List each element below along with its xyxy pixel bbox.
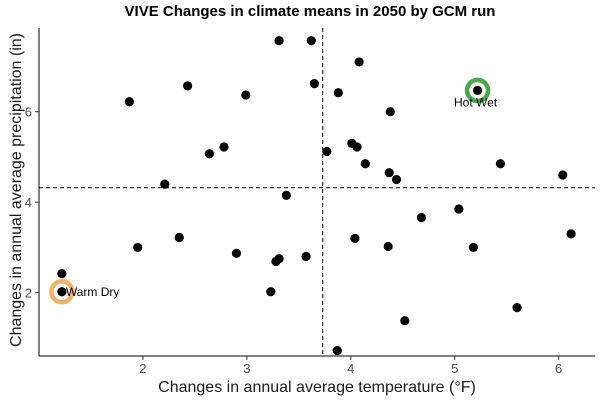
- data-point: [322, 146, 332, 157]
- data-point: [352, 142, 362, 152]
- data-point: [219, 142, 229, 152]
- data-point: [241, 90, 251, 100]
- data-point: [383, 241, 393, 252]
- data-point: [566, 229, 576, 239]
- data-point: [266, 287, 276, 297]
- data-point: [360, 159, 370, 169]
- data-point: [124, 97, 135, 107]
- data-point: [384, 168, 394, 178]
- y-tick-label: 4: [25, 195, 32, 210]
- data-point: [495, 159, 506, 169]
- x-tick-label: 6: [555, 361, 562, 376]
- data-point: [385, 107, 395, 117]
- y-axis-label: Changes in annual average precipitation …: [8, 33, 25, 347]
- data-point: [160, 179, 170, 189]
- data-point: [274, 254, 284, 264]
- x-tick-label: 2: [139, 361, 146, 376]
- data-point: [204, 149, 215, 159]
- data-point: [391, 174, 402, 185]
- data-point: [558, 170, 568, 180]
- data-point: [183, 81, 193, 91]
- y-ticks: 2 4 6: [25, 105, 39, 301]
- data-point: [306, 36, 316, 46]
- highlight-ring: [49, 279, 75, 305]
- highlight-rings: [49, 77, 491, 305]
- axes: [38, 28, 595, 357]
- x-tick-label: 3: [243, 361, 250, 376]
- data-point: [354, 57, 364, 67]
- data-point: [274, 36, 284, 46]
- x-tick-label: 4: [347, 361, 354, 376]
- data-point: [301, 251, 311, 262]
- annotation-label: Warm Dry: [66, 285, 120, 299]
- data-point: [309, 79, 320, 89]
- highlight-ring: [464, 77, 491, 104]
- data-point: [57, 287, 67, 297]
- data-point: [468, 242, 479, 253]
- x-ticks: 2 3 4 5 6: [139, 356, 562, 376]
- data-point: [332, 345, 342, 356]
- data-point: [350, 233, 360, 243]
- reference-lines: [39, 28, 595, 356]
- data-point: [231, 248, 242, 258]
- data-point: [416, 212, 427, 223]
- data-point: [281, 190, 291, 200]
- data-point: [333, 88, 343, 98]
- point-labels: Hot Wet Warm Dry: [66, 95, 498, 298]
- data-point: [454, 204, 464, 214]
- data-point: [57, 269, 67, 279]
- x-tick-label: 5: [451, 361, 458, 376]
- x-axis-label: Changes in annual average temperature (°…: [158, 379, 476, 396]
- data-points: [57, 36, 576, 356]
- data-point: [512, 302, 522, 313]
- data-point: [400, 316, 410, 326]
- chart-title: VIVE Changes in climate means in 2050 by…: [125, 3, 496, 20]
- y-tick-label: 6: [25, 105, 32, 120]
- data-point: [472, 85, 483, 96]
- data-point: [174, 232, 184, 243]
- annotation-label: Hot Wet: [454, 95, 498, 109]
- y-tick-label: 2: [25, 286, 32, 301]
- data-point: [133, 242, 143, 253]
